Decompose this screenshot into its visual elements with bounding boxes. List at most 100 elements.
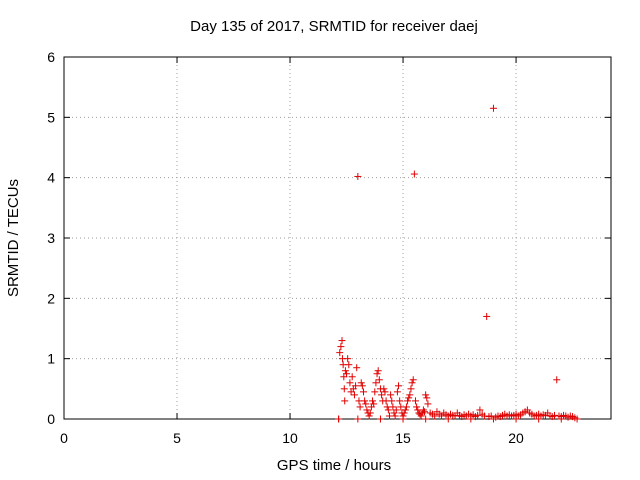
data-points	[335, 104, 581, 423]
data-point	[474, 411, 482, 419]
x-tick-label: 0	[60, 430, 68, 446]
data-point	[431, 412, 439, 420]
data-point	[370, 400, 378, 408]
data-point	[409, 376, 417, 384]
data-point	[354, 415, 362, 423]
x-axis-label: GPS time / hours	[277, 457, 391, 474]
data-point	[387, 391, 395, 399]
data-point	[341, 367, 349, 375]
data-point	[512, 415, 520, 423]
data-point	[353, 364, 361, 372]
data-point	[405, 394, 413, 402]
data-point	[467, 415, 475, 423]
data-point	[369, 397, 377, 405]
data-point	[384, 406, 392, 414]
data-point	[410, 170, 418, 178]
y-tick-label: 4	[47, 170, 55, 186]
data-point	[419, 406, 427, 414]
data-point	[357, 379, 365, 387]
data-point	[535, 415, 543, 423]
data-point	[341, 397, 349, 405]
data-point	[389, 403, 397, 411]
data-point	[335, 415, 343, 423]
data-point	[393, 388, 401, 396]
data-point	[358, 382, 366, 390]
data-point	[444, 415, 452, 423]
x-tick-label: 10	[282, 430, 298, 446]
data-point	[361, 397, 369, 405]
data-point	[423, 394, 431, 402]
y-tick-label: 1	[47, 351, 55, 367]
axis-ticks: 0 5 10 15 20 0 1 2 3 4 5 6	[47, 49, 611, 446]
data-point	[345, 361, 353, 369]
data-point	[374, 367, 382, 375]
data-point	[373, 370, 381, 378]
data-point	[421, 408, 429, 416]
data-point	[340, 385, 348, 393]
data-point	[408, 379, 416, 387]
data-point	[376, 415, 384, 423]
data-point	[359, 388, 367, 396]
data-point	[399, 415, 407, 423]
data-point	[344, 355, 352, 363]
chart-title: Day 135 of 2017, SRMTID for receiver dae…	[190, 18, 478, 35]
data-point	[422, 391, 430, 399]
data-point	[476, 406, 484, 414]
data-point	[395, 382, 403, 390]
data-point	[557, 415, 565, 423]
grid-lines	[64, 57, 611, 419]
data-point	[337, 343, 345, 351]
data-point	[402, 403, 410, 411]
data-point	[378, 391, 386, 399]
data-point	[573, 415, 581, 423]
data-point	[380, 385, 388, 393]
y-tick-label: 0	[47, 411, 55, 427]
data-point	[348, 373, 356, 381]
data-point	[553, 376, 561, 384]
data-point	[407, 385, 415, 393]
data-point	[396, 397, 404, 405]
data-point	[391, 412, 399, 420]
data-point	[550, 411, 558, 419]
data-point	[336, 349, 344, 357]
y-tick-label: 5	[47, 109, 55, 125]
data-point	[413, 403, 421, 411]
data-point	[406, 391, 414, 399]
data-point	[338, 337, 346, 345]
data-point	[404, 397, 412, 405]
data-point	[362, 400, 370, 408]
data-point	[356, 403, 364, 411]
x-tick-label: 20	[508, 430, 524, 446]
data-point	[417, 412, 425, 420]
data-point	[365, 412, 373, 420]
x-tick-label: 5	[173, 430, 181, 446]
data-point	[350, 391, 358, 399]
x-tick-label: 15	[395, 430, 411, 446]
y-tick-label: 3	[47, 230, 55, 246]
data-point	[489, 104, 497, 112]
data-point	[381, 388, 389, 396]
data-point	[489, 415, 497, 423]
data-point	[354, 172, 362, 180]
data-point	[352, 382, 360, 390]
data-point	[424, 400, 432, 408]
data-point	[372, 379, 380, 387]
data-point	[343, 370, 351, 378]
data-point	[392, 406, 400, 414]
data-point	[375, 376, 383, 384]
data-point	[371, 388, 379, 396]
data-point	[388, 397, 396, 405]
y-tick-label: 6	[47, 49, 55, 65]
data-point	[400, 409, 408, 417]
data-point	[366, 409, 374, 417]
data-point	[346, 379, 354, 387]
data-point	[363, 406, 371, 414]
data-point	[422, 415, 430, 423]
data-point	[411, 397, 419, 405]
data-point	[401, 406, 409, 414]
data-point	[483, 312, 491, 320]
y-axis-label: SRMTID / TECUs	[5, 179, 22, 297]
y-tick-label: 2	[47, 290, 55, 306]
data-point	[480, 412, 488, 420]
